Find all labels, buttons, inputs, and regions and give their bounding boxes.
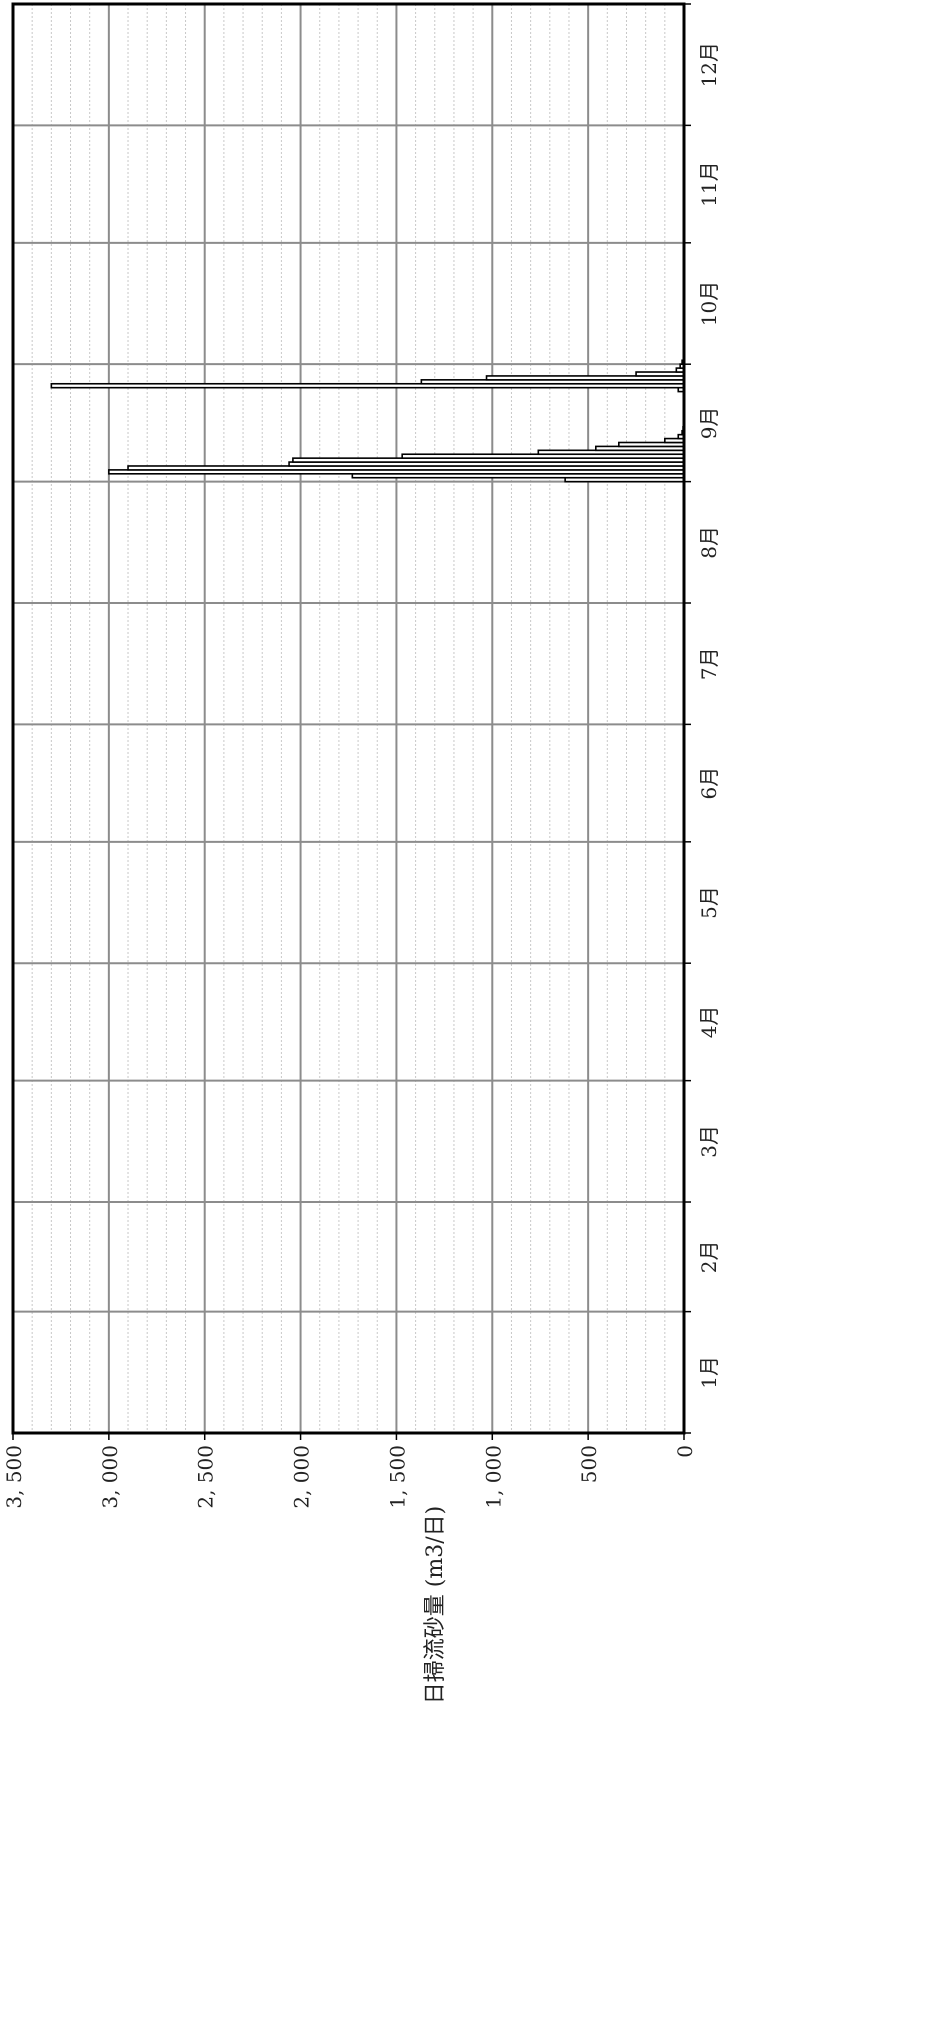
month-labels: 1月 2月 3月 4月 5月 6月 7月 8月 9月 10月 11月 12月 [697, 42, 721, 1389]
month-label: 7月 [697, 647, 721, 680]
major-gridlines [107, 4, 590, 1433]
y-tick-label: 1, 000 [481, 1445, 505, 1509]
y-tick-labels: 0 500 1, 000 1, 500 2, 000 2, 500 3, 000 3, 500 [2, 1445, 697, 1509]
plot-frame [11, 2, 686, 1435]
month-label: 2月 [697, 1240, 721, 1273]
y-tick-label: 3, 500 [2, 1445, 26, 1509]
month-label: 10月 [697, 281, 721, 326]
month-gridlines [13, 124, 684, 1313]
month-label: 6月 [697, 767, 721, 800]
y-tick-label: 500 [577, 1445, 601, 1483]
y-tick-label: 2, 000 [290, 1445, 314, 1509]
month-label: 1月 [697, 1356, 721, 1389]
month-label: 8月 [697, 526, 721, 559]
y-axis-label: 日掃流砂量 (m3/日) [423, 1506, 448, 1704]
month-label: 5月 [697, 886, 721, 919]
month-label: 9月 [697, 407, 721, 440]
month-label: 11月 [697, 161, 721, 206]
y-tick-label: 3, 000 [98, 1445, 122, 1509]
month-label: 12月 [697, 42, 721, 87]
y-tick-label: 2, 500 [194, 1445, 218, 1509]
bar-series [50, 359, 685, 483]
axis-ticks [12, 3, 691, 1440]
month-label: 3月 [697, 1125, 721, 1158]
minor-gridlines [31, 4, 666, 1433]
y-tick-label: 0 [673, 1445, 697, 1458]
month-label: 4月 [697, 1006, 721, 1039]
y-tick-label: 1, 500 [385, 1445, 409, 1509]
